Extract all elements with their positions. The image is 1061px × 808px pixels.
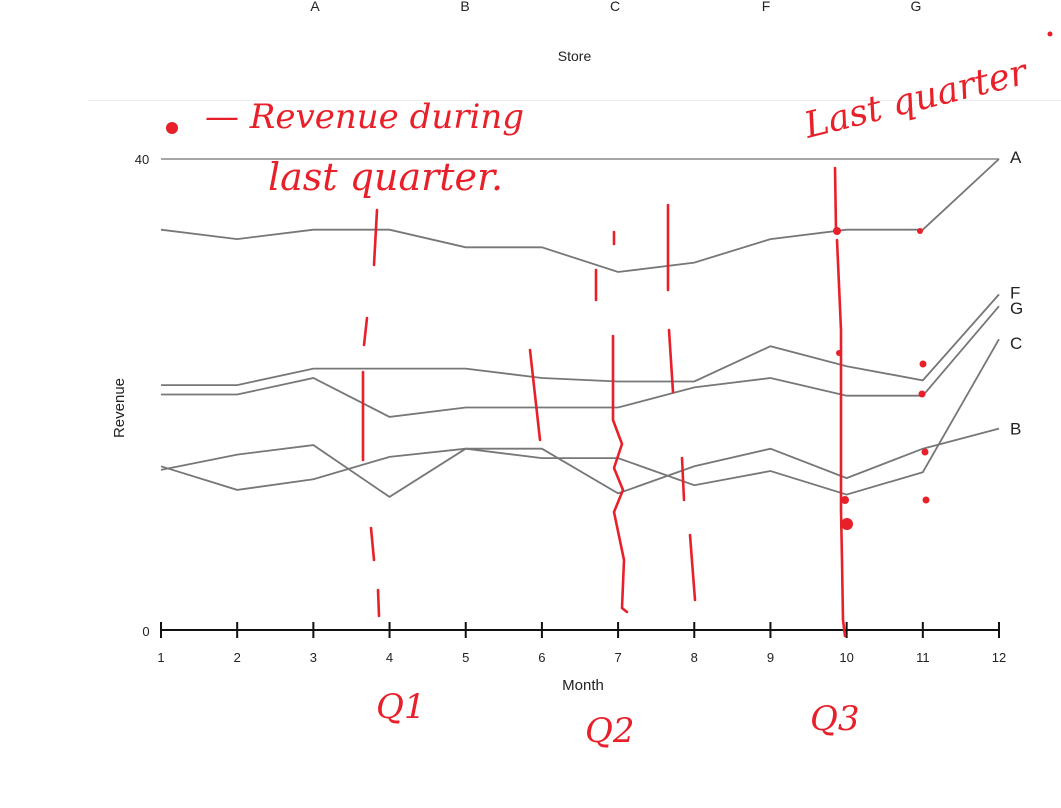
- x-tick-label-6: 6: [538, 650, 545, 665]
- series-label-B: B: [1010, 420, 1021, 439]
- series-line-A: [160, 158, 1000, 273]
- series-label-C: C: [1010, 334, 1022, 353]
- annotation-top-right-dot: [1047, 31, 1053, 37]
- series-label-A: A: [1010, 148, 1022, 167]
- series-line-G: [161, 305, 1000, 418]
- store-tick-G: G: [910, 0, 922, 14]
- x-tick-label-1: 1: [157, 650, 164, 665]
- series-line-B: [160, 427, 1000, 498]
- annotation-bullet-dot: [166, 122, 178, 134]
- series-label-G: G: [1010, 299, 1023, 318]
- series-line-C: [160, 338, 1000, 496]
- store-tick-A: A: [310, 0, 320, 14]
- quarter-line-q2a: [594, 230, 629, 614]
- quarter-line-q1: [361, 208, 381, 618]
- quarter-line-q2b: [528, 203, 697, 602]
- chart-lines-layer: A FGC B: [160, 148, 1023, 498]
- x-tick-label-8: 8: [691, 650, 698, 665]
- x-tick-label-3: 3: [310, 650, 317, 665]
- x-tick-label-9: 9: [767, 650, 774, 665]
- x-tick-label-10: 10: [839, 650, 853, 665]
- x-tick-label-7: 7: [614, 650, 621, 665]
- x-tick-label-11: 11: [916, 650, 930, 665]
- x-tick-label-2: 2: [234, 650, 241, 665]
- x-tick-label-4: 4: [386, 650, 393, 665]
- store-tick-B: B: [460, 0, 470, 14]
- annotation-note-line1: — Revenue during: [205, 97, 524, 137]
- chart-labels-layer: Month Revenue 0 40: [111, 152, 604, 694]
- quarter-line-q3: [833, 166, 847, 638]
- svg-text:Q1: Q1: [376, 687, 426, 727]
- y-tick-label-40: 40: [135, 152, 149, 167]
- annotation-note-line2: last quarter.: [268, 155, 503, 199]
- last-quarter-dots: [833, 227, 930, 530]
- x-axis-title: Month: [562, 677, 604, 694]
- q1-label: Q1: [376, 687, 426, 727]
- x-tick-label-5: 5: [462, 650, 469, 665]
- y-tick-label-0: 0: [142, 624, 149, 639]
- x-tick-label-12: 12: [992, 650, 1006, 665]
- series-line-F: [161, 293, 1000, 387]
- store-panel: Store A B C F G: [88, 0, 1061, 101]
- series-label-F: F: [1010, 283, 1020, 302]
- store-axis-label: Store: [557, 48, 592, 64]
- annotation-top-right: Last quarter: [799, 51, 1033, 147]
- handwritten-annotations: — Revenue during last quarter. Last quar…: [166, 31, 1053, 751]
- store-tick-F: F: [761, 0, 771, 14]
- y-axis-title: Revenue: [111, 378, 128, 438]
- svg-text:Q3: Q3: [810, 699, 860, 739]
- store-tick-C: C: [609, 0, 621, 14]
- q2-label: Q2: [585, 711, 635, 751]
- q3-label: Q3: [810, 699, 860, 739]
- svg-text:Q2: Q2: [585, 711, 635, 751]
- x-axis: 1 2 3 4 5 6 7 8 9 10 11 12: [157, 622, 1006, 665]
